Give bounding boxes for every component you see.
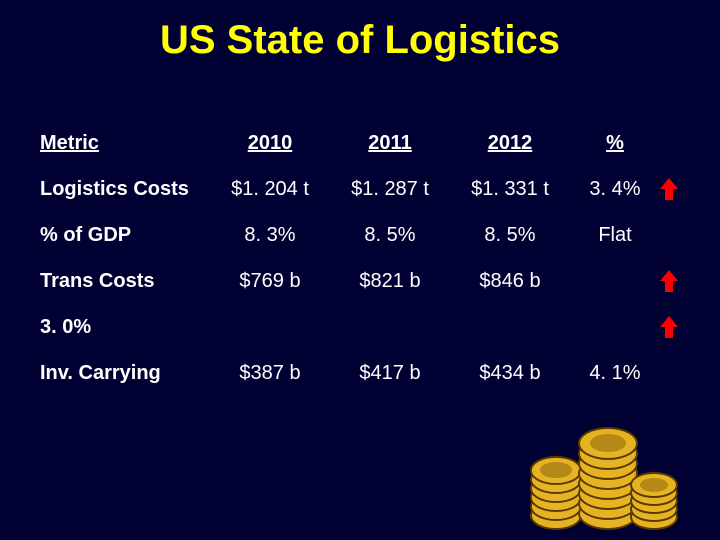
table-row: 3. 0% xyxy=(40,304,680,350)
up-arrow-icon xyxy=(660,270,680,292)
row-2010: $769 b xyxy=(210,270,330,293)
row-2010: $1. 204 t xyxy=(210,178,330,201)
up-arrow-icon xyxy=(660,178,680,200)
header-2012: 2012 xyxy=(450,132,570,155)
row-metric: Logistics Costs xyxy=(40,178,210,201)
table-row: % of GDP8. 3%8. 5%8. 5%Flat xyxy=(40,212,680,258)
row-2010: $387 b xyxy=(210,362,330,385)
coin-icon xyxy=(540,462,571,478)
header-metric: Metric xyxy=(40,132,210,155)
row-pct: Flat xyxy=(570,224,660,247)
coin-icon xyxy=(640,478,669,492)
table-row: Trans Costs$769 b$821 b$846 b xyxy=(40,258,680,304)
row-metric: Trans Costs xyxy=(40,270,210,293)
row-2011: 8. 5% xyxy=(330,224,450,247)
row-arrow-cell xyxy=(660,270,680,292)
row-2011: $417 b xyxy=(330,362,450,385)
row-2011: $821 b xyxy=(330,270,450,293)
row-2012: 8. 5% xyxy=(450,224,570,247)
table-row: Logistics Costs$1. 204 t$1. 287 t$1. 331… xyxy=(40,166,680,212)
header-2010: 2010 xyxy=(210,132,330,155)
header-pct: % xyxy=(570,132,660,155)
logistics-table: Metric 2010 2011 2012 % Logistics Costs$… xyxy=(40,120,680,396)
header-2011: 2011 xyxy=(330,132,450,155)
row-pct: 4. 1% xyxy=(570,362,660,385)
row-2012: $434 b xyxy=(450,362,570,385)
coin-icon xyxy=(590,434,626,452)
row-metric: % of GDP xyxy=(40,224,210,247)
coin-stack-graphic xyxy=(530,390,690,530)
row-pct: 3. 4% xyxy=(570,178,660,201)
row-2010: 8. 3% xyxy=(210,224,330,247)
up-arrow-icon xyxy=(660,316,680,338)
row-arrow-cell xyxy=(660,178,680,200)
row-2012: $846 b xyxy=(450,270,570,293)
row-metric: Inv. Carrying xyxy=(40,362,210,385)
slide: US State of Logistics Metric 2010 2011 2… xyxy=(0,0,720,540)
row-metric: 3. 0% xyxy=(40,316,210,339)
slide-title: US State of Logistics xyxy=(0,18,720,63)
table-header-row: Metric 2010 2011 2012 % xyxy=(40,120,680,166)
row-arrow-cell xyxy=(660,316,680,338)
row-2011: $1. 287 t xyxy=(330,178,450,201)
row-2012: $1. 331 t xyxy=(450,178,570,201)
